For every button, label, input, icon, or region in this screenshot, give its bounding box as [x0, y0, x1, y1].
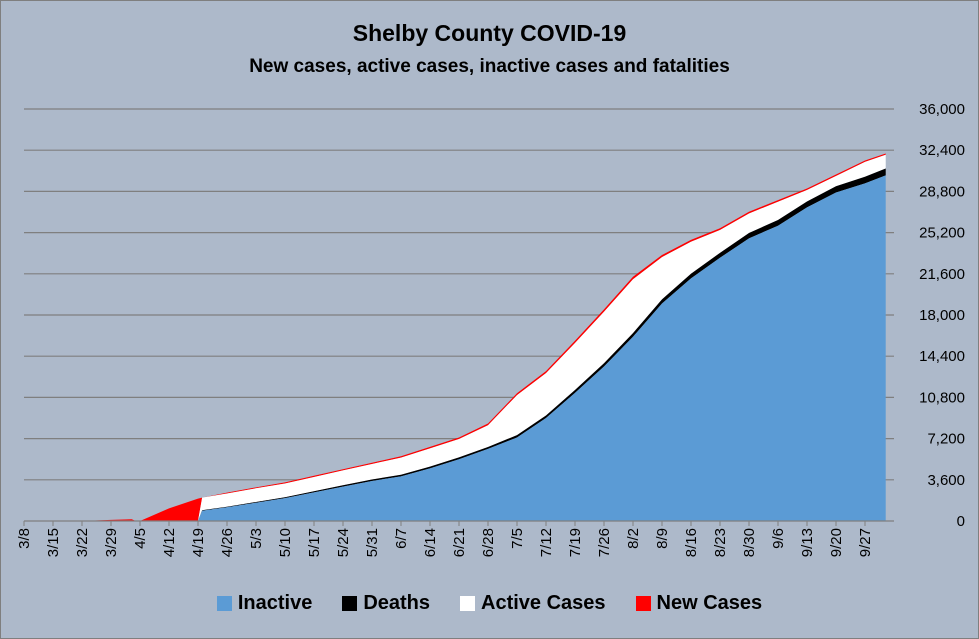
legend-swatch-deaths	[342, 596, 358, 611]
x-tick-label: 7/19	[567, 528, 584, 557]
legend-item-active: Active Cases	[460, 592, 606, 615]
y-tick-label: 3,600	[927, 472, 965, 489]
legend-swatch-new-cases	[635, 596, 651, 611]
x-tick-label: 6/14	[422, 528, 439, 557]
x-tick-label: 8/23	[712, 528, 729, 557]
x-tick-label: 8/9	[654, 528, 671, 549]
x-tick-label: 4/12	[161, 528, 178, 557]
legend-item-deaths: Deaths	[342, 592, 430, 615]
x-tick-label: 9/27	[857, 528, 874, 557]
x-tick-label: 4/19	[190, 528, 207, 557]
y-tick-label: 36,000	[919, 101, 965, 118]
legend-swatch-active	[460, 596, 476, 611]
x-tick-label: 7/12	[538, 528, 555, 557]
x-tick-label: 9/13	[799, 528, 816, 557]
y-tick-label: 28,800	[919, 183, 965, 200]
legend-swatch-inactive	[216, 596, 232, 611]
y-tick-label: 0	[957, 513, 965, 530]
x-tick-label: 8/2	[625, 528, 642, 549]
x-tick-label: 9/20	[828, 528, 845, 557]
x-tick-label: 6/7	[393, 528, 410, 549]
x-tick-label: 3/22	[74, 528, 91, 557]
chart-subtitle: New cases, active cases, inactive cases …	[249, 56, 730, 77]
y-tick-label: 18,000	[919, 307, 965, 324]
legend: Inactive Deaths Active Cases New Cases	[0, 592, 979, 615]
legend-label-inactive: Inactive	[237, 592, 313, 614]
x-tick-label: 5/24	[335, 528, 352, 557]
x-tick-label: 3/8	[16, 528, 33, 549]
y-tick-label: 14,400	[919, 348, 965, 365]
x-tick-label: 5/3	[248, 528, 265, 549]
x-tick-label: 8/30	[741, 528, 758, 557]
x-tick-label: 8/16	[683, 528, 700, 557]
x-tick-label: 5/31	[364, 528, 381, 557]
y-tick-label: 21,600	[919, 266, 965, 283]
legend-item-new-cases: New Cases	[635, 592, 763, 615]
x-tick-label: 5/10	[277, 528, 294, 557]
y-tick-label: 32,400	[919, 142, 965, 159]
y-tick-label: 10,800	[919, 389, 965, 406]
x-tick-label: 7/26	[596, 528, 613, 557]
legend-label-new-cases: New Cases	[656, 592, 763, 614]
x-tick-label: 9/6	[770, 528, 787, 549]
x-tick-label: 6/21	[451, 528, 468, 557]
series-inactive-area	[24, 175, 886, 521]
chart-title: Shelby County COVID-19	[352, 20, 627, 46]
y-tick-label: 7,200	[927, 431, 965, 448]
x-tick-label: 4/26	[219, 528, 236, 557]
x-tick-label: 7/5	[509, 528, 526, 549]
x-tick-label: 4/5	[132, 528, 149, 549]
x-tick-label: 3/15	[45, 528, 62, 557]
x-tick-label: 6/28	[480, 528, 497, 557]
legend-label-deaths: Deaths	[363, 592, 431, 614]
legend-label-active: Active Cases	[481, 592, 606, 614]
y-tick-label: 25,200	[919, 225, 965, 242]
series-active-area	[24, 154, 886, 521]
x-tick-label: 3/29	[103, 528, 120, 557]
legend-item-inactive: Inactive	[216, 592, 313, 615]
x-tick-label: 5/17	[306, 528, 323, 557]
